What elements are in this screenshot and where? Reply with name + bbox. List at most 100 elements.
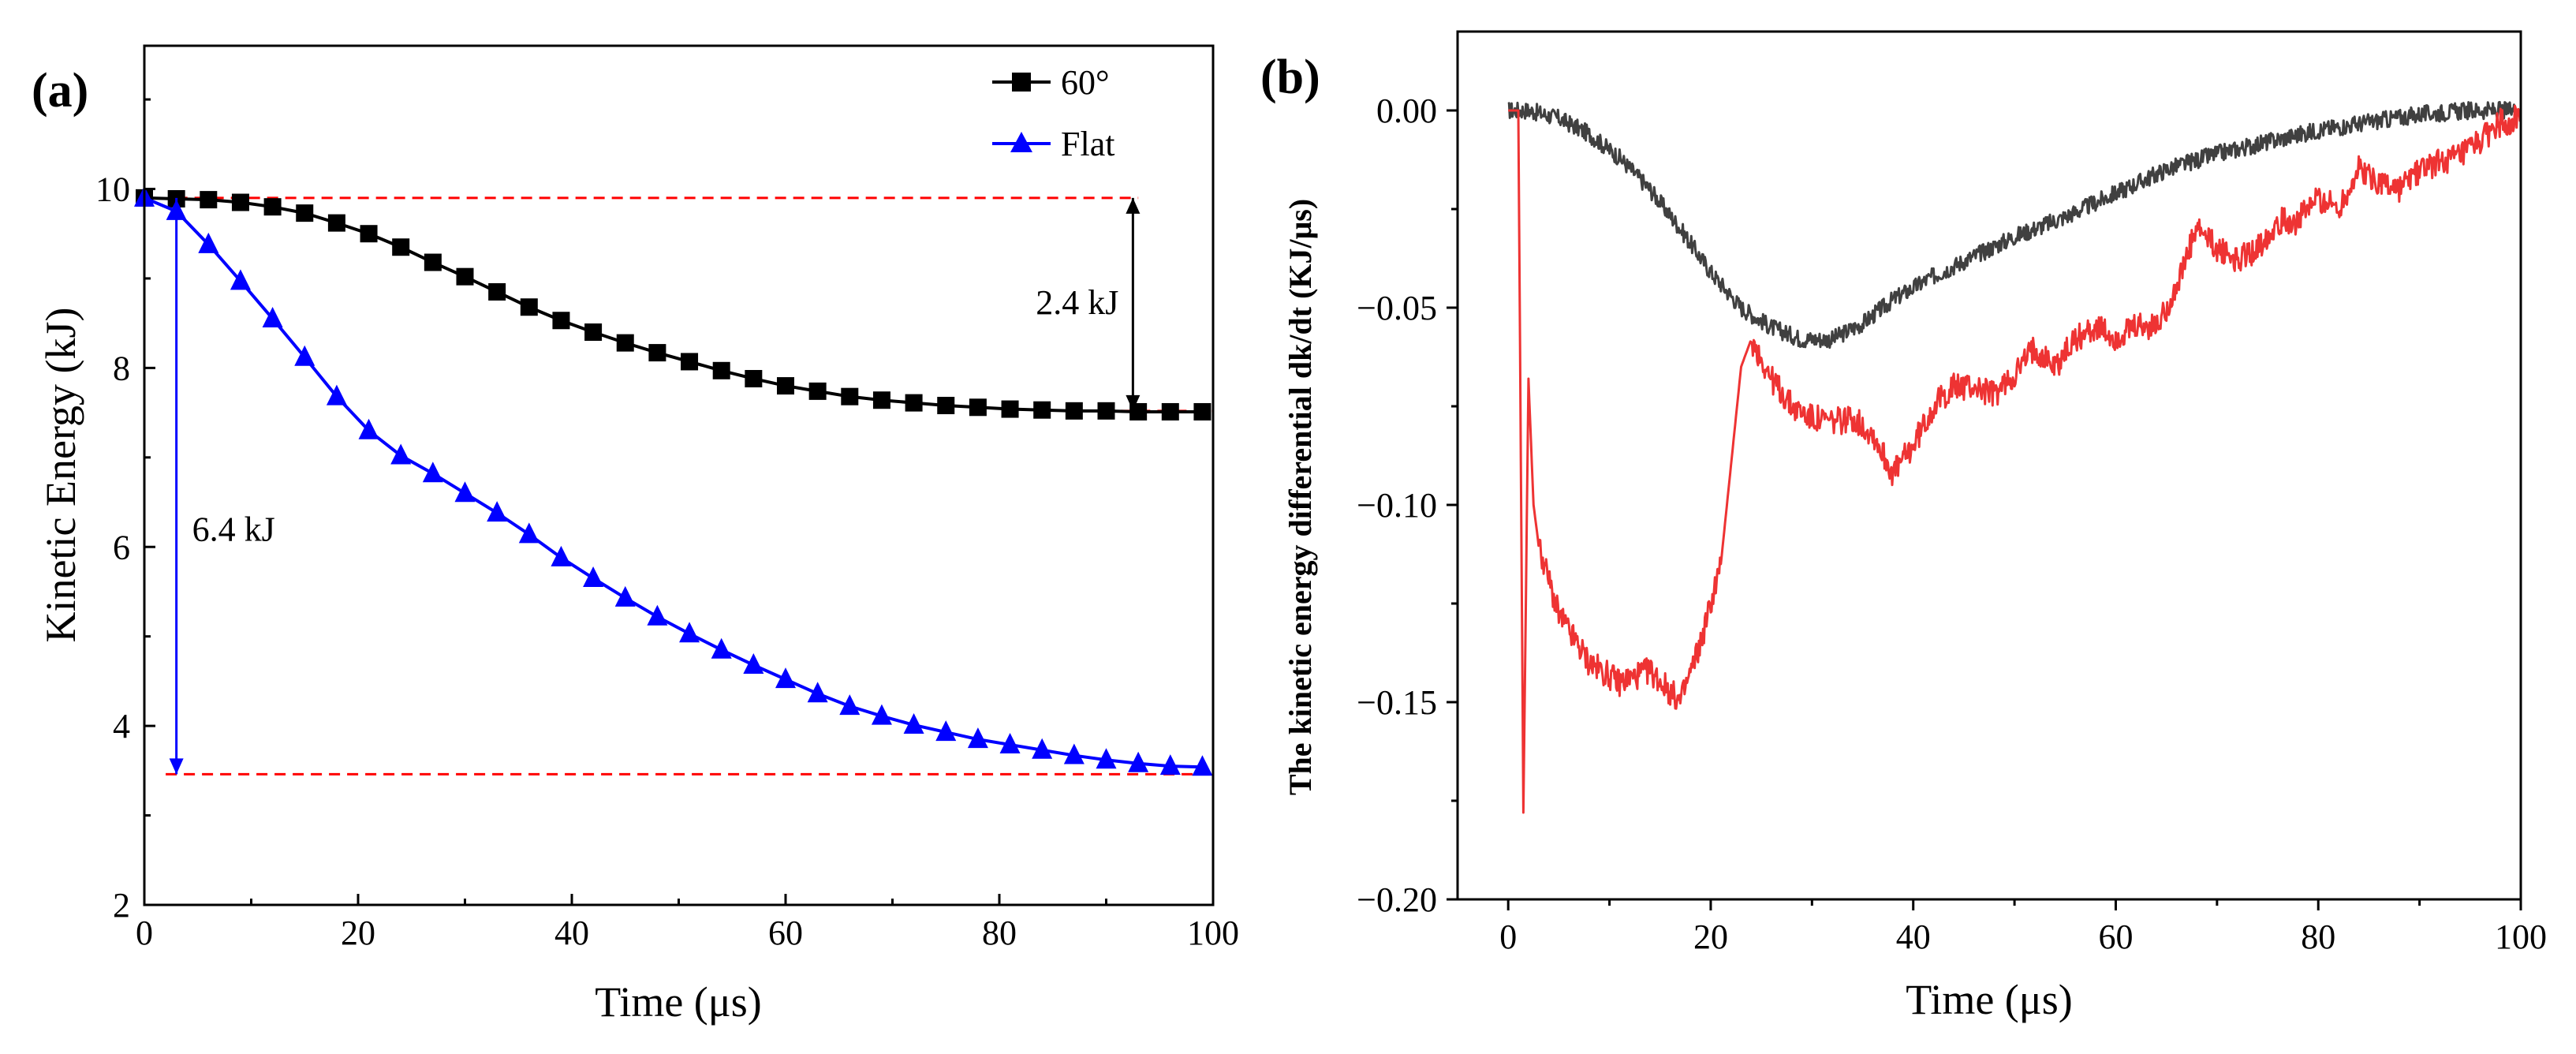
panel-a-x-tick-label: 20 xyxy=(341,914,375,952)
panel-a-point-flat xyxy=(1096,748,1117,769)
panel-b-x-tick-label: 20 xyxy=(1693,918,1728,956)
panel-b-y-tick-label: −0.20 xyxy=(1357,880,1437,919)
panel-a-point-60 xyxy=(648,344,666,362)
panel-a-point-60 xyxy=(1097,402,1115,420)
panel-a-x-tick-label: 40 xyxy=(554,914,589,952)
panel-a-y-tick-label: 2 xyxy=(113,886,130,925)
panel-a-x-tick-label: 0 xyxy=(136,914,153,952)
panel-a-annotations: 2.4 kJ 6.4 kJ xyxy=(169,197,1141,775)
panel-b-series-flat xyxy=(1507,104,2522,814)
legend: 60° Flat xyxy=(992,63,1114,163)
panel-a: 2.4 kJ 6.4 kJ 0 20 40 60 80 100 2 4 6 8 10 (a) Tim… xyxy=(32,44,1239,1026)
panel-a-point-flat xyxy=(775,667,796,689)
panel-b-frame xyxy=(1456,30,2522,901)
panel-a-point-60 xyxy=(1161,402,1179,420)
panel-a-point-flat xyxy=(807,682,828,703)
panel-a-y-ticks: 2 4 6 8 10 xyxy=(95,98,155,925)
panel-a-point-60 xyxy=(777,377,794,395)
panel-a-arrow-head xyxy=(1126,394,1141,411)
panel-a-arrow-head xyxy=(1126,197,1141,214)
panel-b-y-ticks: 0.00 −0.05 −0.10 −0.15 −0.20 xyxy=(1357,92,1458,919)
panel-a-point-flat xyxy=(967,727,988,749)
panel-b-series-60 xyxy=(1507,100,2522,349)
panel-b-series xyxy=(1507,100,2522,814)
panel-a-point-flat xyxy=(647,604,668,626)
panel-a-point-flat xyxy=(454,481,476,503)
panel-a-point-60 xyxy=(872,391,890,409)
panel-a-point-60 xyxy=(456,267,474,286)
panel-a-point-flat xyxy=(871,704,892,725)
panel-a-point-60 xyxy=(200,191,218,209)
panel-a-point-flat xyxy=(551,545,572,566)
panel-a-ylabel: Kinetic Energy (kJ) xyxy=(37,308,84,643)
panel-b-xlabel: Time (μs) xyxy=(1906,976,2073,1023)
panel-a-point-flat xyxy=(614,585,636,607)
panel-a-point-flat xyxy=(839,694,861,716)
panel-a-annotation-2-4kJ: 2.4 kJ xyxy=(1036,283,1118,322)
panel-a-series-line xyxy=(144,196,1203,413)
panel-a-point-flat xyxy=(679,622,700,643)
panel-a-arrow-head xyxy=(169,758,184,775)
panel-b-label: (b) xyxy=(1260,50,1320,104)
panel-b-x-tick-label: 80 xyxy=(2301,918,2335,956)
panel-a-point-60 xyxy=(584,323,603,341)
panel-a-point-60 xyxy=(488,282,506,301)
panel-b-x-tick-label: 40 xyxy=(1896,918,1931,956)
panel-a-point-60 xyxy=(424,253,442,271)
panel-a-point-flat xyxy=(390,443,412,465)
panel-a-xlabel: Time (μs) xyxy=(595,978,762,1026)
panel-a-point-flat xyxy=(198,232,219,253)
legend-marker-flat xyxy=(1010,132,1032,152)
legend-label-flat: Flat xyxy=(1061,125,1114,163)
panel-b-x-tick-label: 100 xyxy=(2495,918,2547,956)
panel-a-y-tick-label: 4 xyxy=(113,707,130,746)
panel-a-point-flat xyxy=(422,462,443,483)
panel-a-point-60 xyxy=(360,225,378,243)
panel-a-point-flat xyxy=(358,418,379,439)
panel-a-point-60 xyxy=(745,369,763,387)
panel-a-point-60 xyxy=(616,334,634,352)
legend-label-60: 60° xyxy=(1061,63,1110,102)
panel-a-point-60 xyxy=(1033,401,1051,419)
panel-a-point-60 xyxy=(552,312,570,330)
panel-b-y-tick-label: 0.00 xyxy=(1376,92,1437,130)
panel-b-x-ticks: 0 20 40 60 80 100 xyxy=(1499,899,2547,956)
panel-a-point-flat xyxy=(1128,751,1149,772)
panel-a-point-flat xyxy=(326,384,347,406)
panel-a-point-60 xyxy=(712,361,730,379)
panel-a-series xyxy=(134,185,1213,776)
panel-a-x-ticks: 0 20 40 60 80 100 xyxy=(136,894,1239,952)
panel-a-point-60 xyxy=(808,382,827,400)
panel-a-point-60 xyxy=(1001,400,1019,418)
panel-a-point-60 xyxy=(520,298,538,316)
panel-a-point-flat xyxy=(743,652,764,674)
panel-a-point-60 xyxy=(231,193,249,211)
panel-a-point-60 xyxy=(937,397,955,415)
panel-a-point-flat xyxy=(262,306,283,327)
panel-b-y-tick-label: −0.05 xyxy=(1357,289,1437,327)
panel-b: 0 20 40 60 80 100 0.00 −0.05 −0.10 −0.15 −0.20 (b… xyxy=(1260,30,2547,1023)
panel-a-point-60 xyxy=(681,353,699,371)
panel-a-y-tick-label: 10 xyxy=(95,170,130,209)
panel-a-point-flat xyxy=(518,522,539,544)
panel-a-x-tick-label: 60 xyxy=(768,914,803,952)
panel-a-x-tick-label: 80 xyxy=(982,914,1017,952)
panel-a-point-flat xyxy=(1063,743,1085,764)
panel-a-point-60 xyxy=(392,238,410,256)
panel-a-point-flat xyxy=(711,637,732,659)
panel-a-point-60 xyxy=(263,198,282,216)
panel-a-point-flat xyxy=(935,720,957,742)
panel-b-x-tick-label: 0 xyxy=(1499,918,1517,956)
panel-a-point-flat xyxy=(1032,738,1053,759)
panel-a-point-flat xyxy=(583,566,604,587)
legend-marker-60 xyxy=(1012,73,1031,92)
panel-b-x-tick-label: 60 xyxy=(2098,918,2133,956)
panel-a-point-flat xyxy=(230,269,251,290)
panel-a-point-flat xyxy=(1192,755,1213,776)
panel-a-point-flat xyxy=(999,732,1021,753)
panel-a-y-tick-label: 8 xyxy=(113,349,130,387)
panel-a-point-flat xyxy=(903,712,924,734)
panel-a-point-flat xyxy=(1159,754,1181,776)
panel-b-y-tick-label: −0.15 xyxy=(1357,683,1437,722)
